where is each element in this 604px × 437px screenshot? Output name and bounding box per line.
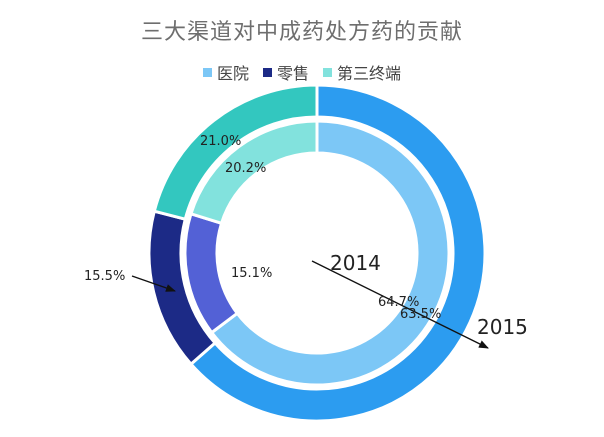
legend-label-third-terminal: 第三终端 [337,64,402,83]
label-outer-third-terminal: 21.0% [200,134,241,149]
chart-legend: 医院 零售 第三终端 [0,60,604,84]
outer-ring-2015 [147,83,487,423]
legend-item-third-terminal[interactable]: 第三终端 [323,60,401,84]
legend-label-retail: 零售 [276,64,309,83]
slice-2014-third-terminal [189,119,319,226]
legend-item-retail[interactable]: 零售 [262,60,309,84]
legend-swatch-retail [262,67,272,77]
legend-swatch-hospital [202,67,212,77]
label-outer-retail: 15.5% [84,269,125,284]
arrow-retail-label [131,275,176,292]
arrow-2014-to-2015 [311,260,489,349]
inner-ring-2014 [183,119,451,387]
label-inner-retail: 15.1% [231,266,272,281]
label-outer-hospital: 63.5% [400,307,441,322]
chart-title: 三大渠道对中成药处方药的贡献 [140,20,463,45]
annotation-2014: 2014 [330,251,381,275]
annotation-2015: 2015 [477,315,528,339]
label-inner-hospital: 64.7% [378,295,419,310]
legend-item-hospital[interactable]: 医院 [202,60,249,84]
slice-2015-third-terminal [152,83,319,222]
slice-2015-hospital [188,83,487,423]
legend-label-hospital: 医院 [216,64,249,83]
slice-2014-hospital [209,119,451,387]
legend-swatch-third-terminal [323,67,332,77]
label-inner-third-terminal: 20.2% [225,161,266,176]
